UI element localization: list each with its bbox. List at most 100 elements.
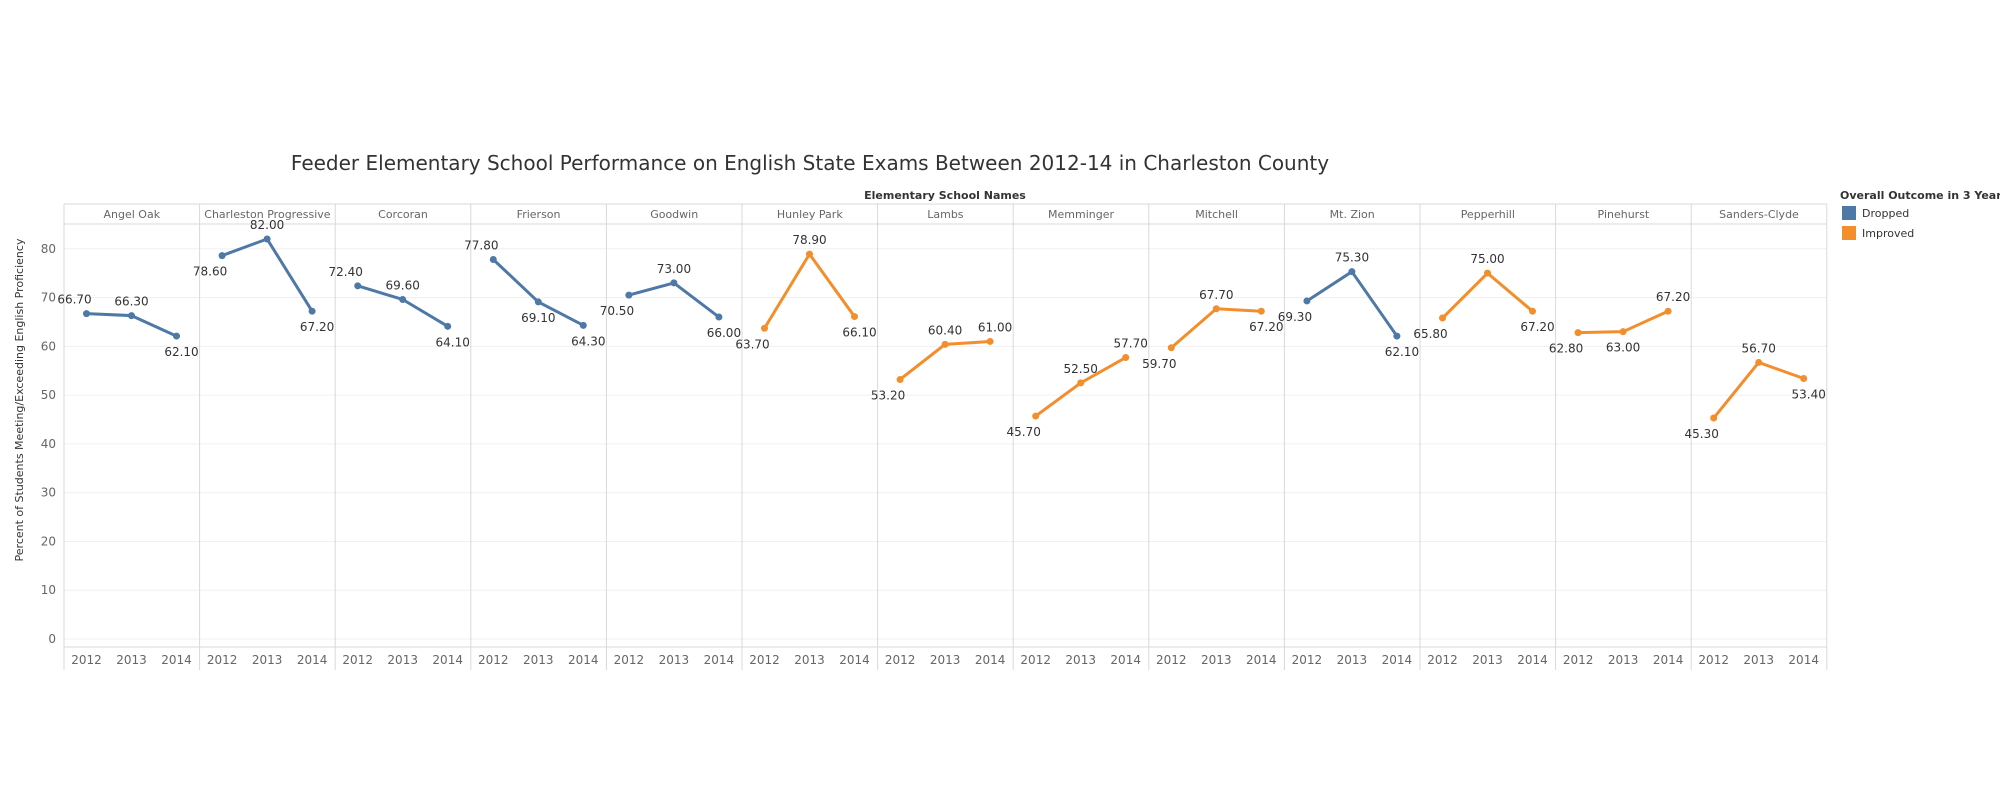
school-header-label: Mitchell — [1195, 208, 1238, 221]
school-header-label: Frierson — [517, 208, 561, 221]
x-tick-label: 2012 — [1563, 653, 1594, 667]
data-point — [1755, 358, 1763, 366]
data-point — [399, 295, 407, 303]
data-label: 67.70 — [1199, 288, 1233, 302]
x-tick-label: 2012 — [749, 653, 780, 667]
x-tick-label: 2013 — [252, 653, 283, 667]
x-tick-label: 2012 — [1698, 653, 1729, 667]
x-tick-label: 2014 — [1382, 653, 1413, 667]
x-tick-label: 2013 — [930, 653, 961, 667]
school-header-label: Goodwin — [650, 208, 698, 221]
data-point — [670, 279, 678, 287]
axis-layer: 0 10 20 30 40 50 60 70 80 Angel Oak 2012 2013 2014 Ch… — [41, 208, 1819, 667]
school-header-label: Memminger — [1048, 208, 1114, 221]
y-tick-label: 60 — [41, 339, 56, 353]
x-tick-label: 2012 — [71, 653, 102, 667]
legend-item-label: Improved — [1862, 227, 1914, 240]
data-label: 75.00 — [1470, 252, 1504, 266]
data-label: 66.10 — [842, 326, 876, 340]
x-tick-label: 2012 — [1156, 653, 1187, 667]
data-label: 62.10 — [1385, 345, 1419, 359]
data-label: 53.20 — [871, 388, 905, 402]
x-tick-label: 2014 — [1517, 653, 1548, 667]
data-label: 75.30 — [1335, 251, 1369, 265]
data-point — [1484, 269, 1491, 277]
data-label: 67.20 — [1656, 290, 1690, 304]
school-header-label: Angel Oak — [104, 208, 161, 221]
legend-title: Overall Outcome in 3 Years — [1840, 189, 2000, 202]
school-header-label: Pepperhill — [1461, 208, 1515, 221]
x-tick-label: 2013 — [116, 653, 147, 667]
series-line — [221, 237, 314, 312]
data-label: 67.20 — [1249, 320, 1283, 334]
x-tick-label: 2012 — [478, 653, 509, 667]
x-tick-label: 2013 — [1337, 653, 1368, 667]
data-point — [263, 235, 271, 243]
data-label: 45.30 — [1685, 427, 1719, 441]
data-point — [1574, 329, 1582, 337]
x-tick-label: 2012 — [342, 653, 373, 667]
data-label: 69.30 — [1278, 310, 1312, 324]
series-line — [628, 281, 720, 319]
data-point — [1619, 328, 1627, 336]
data-point — [1303, 297, 1311, 305]
data-label: 70.50 — [600, 304, 634, 318]
data-point — [1529, 307, 1536, 315]
data-point — [489, 255, 497, 263]
data-point — [128, 312, 135, 320]
data-label: 45.70 — [1007, 425, 1041, 439]
data-point — [625, 291, 633, 299]
data-label: 56.70 — [1742, 341, 1776, 355]
gridlines — [64, 248, 1827, 640]
chart-title: Feeder Elementary School Performance on … — [291, 151, 1329, 175]
data-label: 82.00 — [250, 218, 284, 232]
data-point — [761, 324, 768, 332]
data-label-layer: 66.70 66.30 62.10 78.60 82.00 67.20 72.40 69.60… — [57, 218, 1826, 441]
data-label: 63.70 — [735, 337, 769, 351]
school-header-label: Mt. Zion — [1330, 208, 1375, 221]
x-tick-label: 2014 — [1246, 653, 1277, 667]
x-tick-label: 2013 — [1472, 653, 1503, 667]
x-tick-label: 2012 — [614, 653, 645, 667]
data-label: 64.30 — [571, 334, 605, 348]
y-tick-label: 30 — [41, 486, 56, 500]
data-point — [941, 340, 949, 348]
data-label: 64.10 — [436, 335, 470, 349]
data-point — [1439, 314, 1446, 322]
y-tick-label: 40 — [41, 437, 56, 451]
x-tick-label: 2013 — [523, 653, 554, 667]
data-label: 69.10 — [521, 311, 555, 325]
y-axis-label: Percent of Students Meeting/Exceeding En… — [13, 238, 26, 561]
data-label: 77.80 — [464, 238, 498, 252]
data-point — [218, 252, 226, 260]
x-tick-label: 2014 — [704, 653, 735, 667]
data-point — [896, 375, 904, 383]
data-label: 66.30 — [114, 295, 148, 309]
data-label: 66.70 — [57, 293, 91, 307]
x-tick-label: 2014 — [1110, 653, 1141, 667]
data-label: 67.20 — [1520, 320, 1554, 334]
x-tick-label: 2013 — [1608, 653, 1639, 667]
data-label: 73.00 — [657, 262, 691, 276]
column-header-title: Elementary School Names — [864, 189, 1026, 202]
x-tick-label: 2013 — [1201, 653, 1232, 667]
data-label: 65.80 — [1413, 327, 1447, 341]
school-header-label: Lambs — [927, 208, 964, 221]
data-point — [579, 321, 587, 329]
data-point — [83, 310, 90, 318]
panel-frames — [63, 203, 1828, 670]
data-label: 60.40 — [928, 323, 962, 337]
x-tick-label: 2014 — [839, 653, 870, 667]
x-tick-label: 2012 — [885, 653, 916, 667]
school-header-label: Charleston Progressive — [204, 208, 330, 221]
y-tick-label: 80 — [41, 242, 56, 256]
series-layer — [83, 235, 1808, 422]
data-point — [1710, 414, 1718, 422]
data-point — [715, 313, 723, 321]
x-tick-label: 2014 — [1788, 653, 1819, 667]
data-label: 53.40 — [1792, 388, 1826, 402]
series-line — [1170, 307, 1262, 349]
data-label: 57.70 — [1114, 337, 1148, 351]
data-point — [1393, 332, 1401, 340]
